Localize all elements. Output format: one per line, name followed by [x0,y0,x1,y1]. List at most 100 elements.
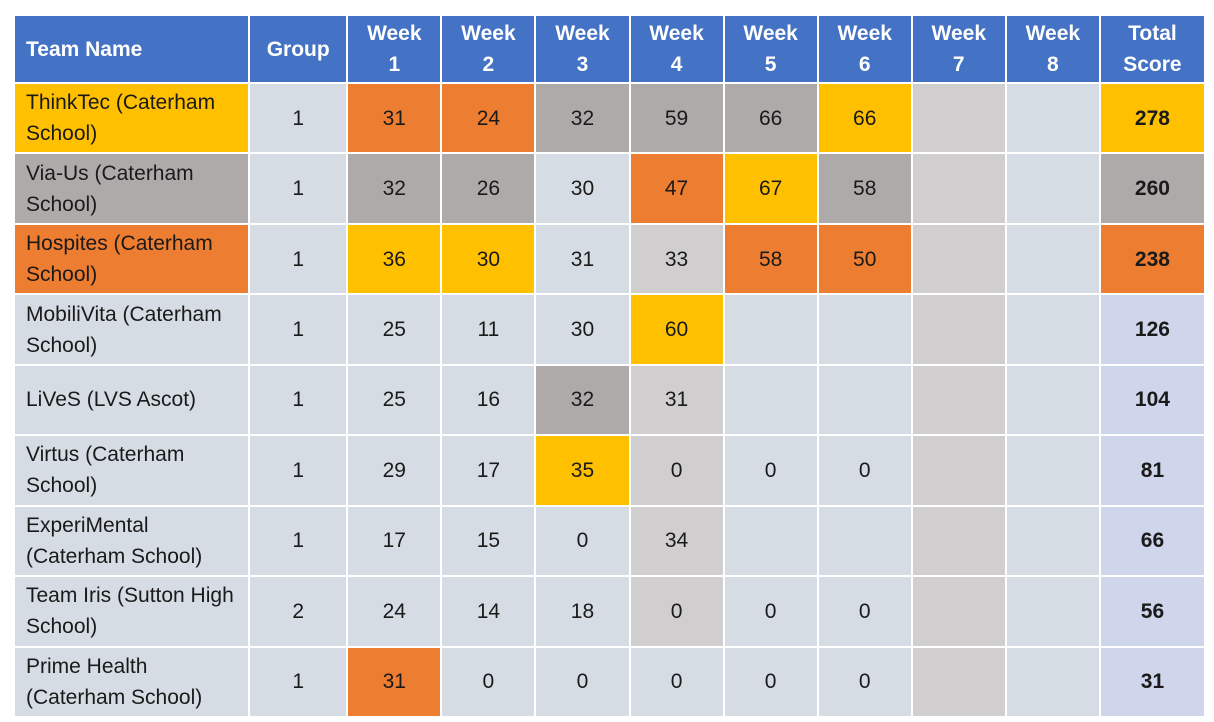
week-8-score-cell [1006,154,1099,223]
total-score-cell: 66 [1100,506,1204,576]
week-8-score-cell [1006,577,1099,646]
week-1-score-cell: 29 [348,436,441,505]
week-3-score-cell: 31 [536,224,629,294]
week-6-score-cell [818,365,911,435]
group-cell: 1 [250,506,347,576]
week-2-score-cell: 14 [442,577,535,646]
scores-table: Team Name Group Week 1 Week 2 Week 3 Week 4 … [13,14,1206,718]
group-cell: 1 [250,224,347,294]
week-3-score-cell: 35 [536,436,629,505]
header-week-6: Week 6 [818,16,911,82]
week-6-score-cell: 66 [818,84,911,153]
header-total-score: Total Score [1100,16,1204,82]
week-3-score-cell: 32 [536,365,629,435]
week-1-score-cell: 31 [348,647,441,716]
week-4-score-cell: 0 [630,577,723,646]
group-cell: 2 [250,577,347,646]
week-4-score-cell: 0 [630,647,723,716]
total-score-cell: 260 [1100,154,1204,223]
week-6-score-cell: 58 [818,154,911,223]
header-week-7: Week 7 [912,16,1005,82]
header-week-1: Week 1 [348,16,441,82]
week-1-score-cell: 24 [348,577,441,646]
header-team-name: Team Name [15,16,249,82]
week-7-score-cell [912,154,1005,223]
header-group: Group [250,16,347,82]
week-7-score-cell [912,647,1005,716]
group-cell: 1 [250,365,347,435]
week-2-score-cell: 17 [442,436,535,505]
week-3-score-cell: 0 [536,506,629,576]
header-week-3: Week 3 [536,16,629,82]
week-2-score-cell: 11 [442,295,535,364]
week-1-score-cell: 25 [348,365,441,435]
week-1-score-cell: 32 [348,154,441,223]
header-week-4: Week 4 [630,16,723,82]
week-6-score-cell [818,506,911,576]
week-5-score-cell: 67 [724,154,817,223]
week-7-score-cell [912,84,1005,153]
week-2-score-cell: 30 [442,224,535,294]
team-name-cell: Hospites (Caterham School) [15,224,249,294]
week-7-score-cell [912,506,1005,576]
total-score-cell: 238 [1100,224,1204,294]
week-8-score-cell [1006,84,1099,153]
week-8-score-cell [1006,224,1099,294]
total-score-cell: 81 [1100,436,1204,505]
team-name-cell: MobiliVita (Caterham School) [15,295,249,364]
week-5-score-cell: 58 [724,224,817,294]
week-2-score-cell: 26 [442,154,535,223]
team-name-cell: ExperiMental (Caterham School) [15,506,249,576]
week-3-score-cell: 0 [536,647,629,716]
week-4-score-cell: 0 [630,436,723,505]
week-7-score-cell [912,224,1005,294]
team-name-cell: LiVeS (LVS Ascot) [15,365,249,435]
week-5-score-cell [724,295,817,364]
group-cell: 1 [250,295,347,364]
header-week-8: Week 8 [1006,16,1099,82]
week-4-score-cell: 33 [630,224,723,294]
table-row: Virtus (Caterham School) 1 29 17 35 0 0 0 81 [15,436,1204,505]
week-4-score-cell: 31 [630,365,723,435]
table-row: ThinkTec (Caterham School) 1 31 24 32 59 66 66 2… [15,84,1204,153]
total-score-cell: 126 [1100,295,1204,364]
week-1-score-cell: 25 [348,295,441,364]
week-3-score-cell: 32 [536,84,629,153]
week-2-score-cell: 0 [442,647,535,716]
week-3-score-cell: 30 [536,295,629,364]
week-5-score-cell [724,506,817,576]
team-name-cell: Via-Us (Caterham School) [15,154,249,223]
week-4-score-cell: 47 [630,154,723,223]
total-score-cell: 278 [1100,84,1204,153]
table-row: LiVeS (LVS Ascot) 1 25 16 32 31 104 [15,365,1204,435]
table-row: Hospites (Caterham School) 1 36 30 31 33 58 50 2… [15,224,1204,294]
leaderboard: Team Name Group Week 1 Week 2 Week 3 Week 4 … [13,14,1206,718]
week-4-score-cell: 60 [630,295,723,364]
week-8-score-cell [1006,295,1099,364]
week-8-score-cell [1006,365,1099,435]
week-1-score-cell: 17 [348,506,441,576]
team-name-cell: ThinkTec (Caterham School) [15,84,249,153]
team-name-cell: Prime Health (Caterham School) [15,647,249,716]
table-row: Via-Us (Caterham School) 1 32 26 30 47 67 58 260 [15,154,1204,223]
week-2-score-cell: 15 [442,506,535,576]
week-2-score-cell: 16 [442,365,535,435]
team-name-cell: Virtus (Caterham School) [15,436,249,505]
week-1-score-cell: 31 [348,84,441,153]
week-7-score-cell [912,577,1005,646]
week-6-score-cell: 0 [818,647,911,716]
total-score-cell: 31 [1100,647,1204,716]
week-7-score-cell [912,295,1005,364]
week-5-score-cell [724,365,817,435]
week-4-score-cell: 59 [630,84,723,153]
table-row: ExperiMental (Caterham School) 1 17 15 0 34 66 [15,506,1204,576]
table-row: Prime Health (Caterham School) 1 31 0 0 0 0 0 31 [15,647,1204,716]
header-week-2: Week 2 [442,16,535,82]
week-3-score-cell: 30 [536,154,629,223]
week-3-score-cell: 18 [536,577,629,646]
header-row: Team Name Group Week 1 Week 2 Week 3 Week 4 … [15,16,1204,82]
table-row: Team Iris (Sutton High School) 2 24 14 18 0 0 0… [15,577,1204,646]
week-6-score-cell: 50 [818,224,911,294]
week-5-score-cell: 0 [724,647,817,716]
week-8-score-cell [1006,647,1099,716]
